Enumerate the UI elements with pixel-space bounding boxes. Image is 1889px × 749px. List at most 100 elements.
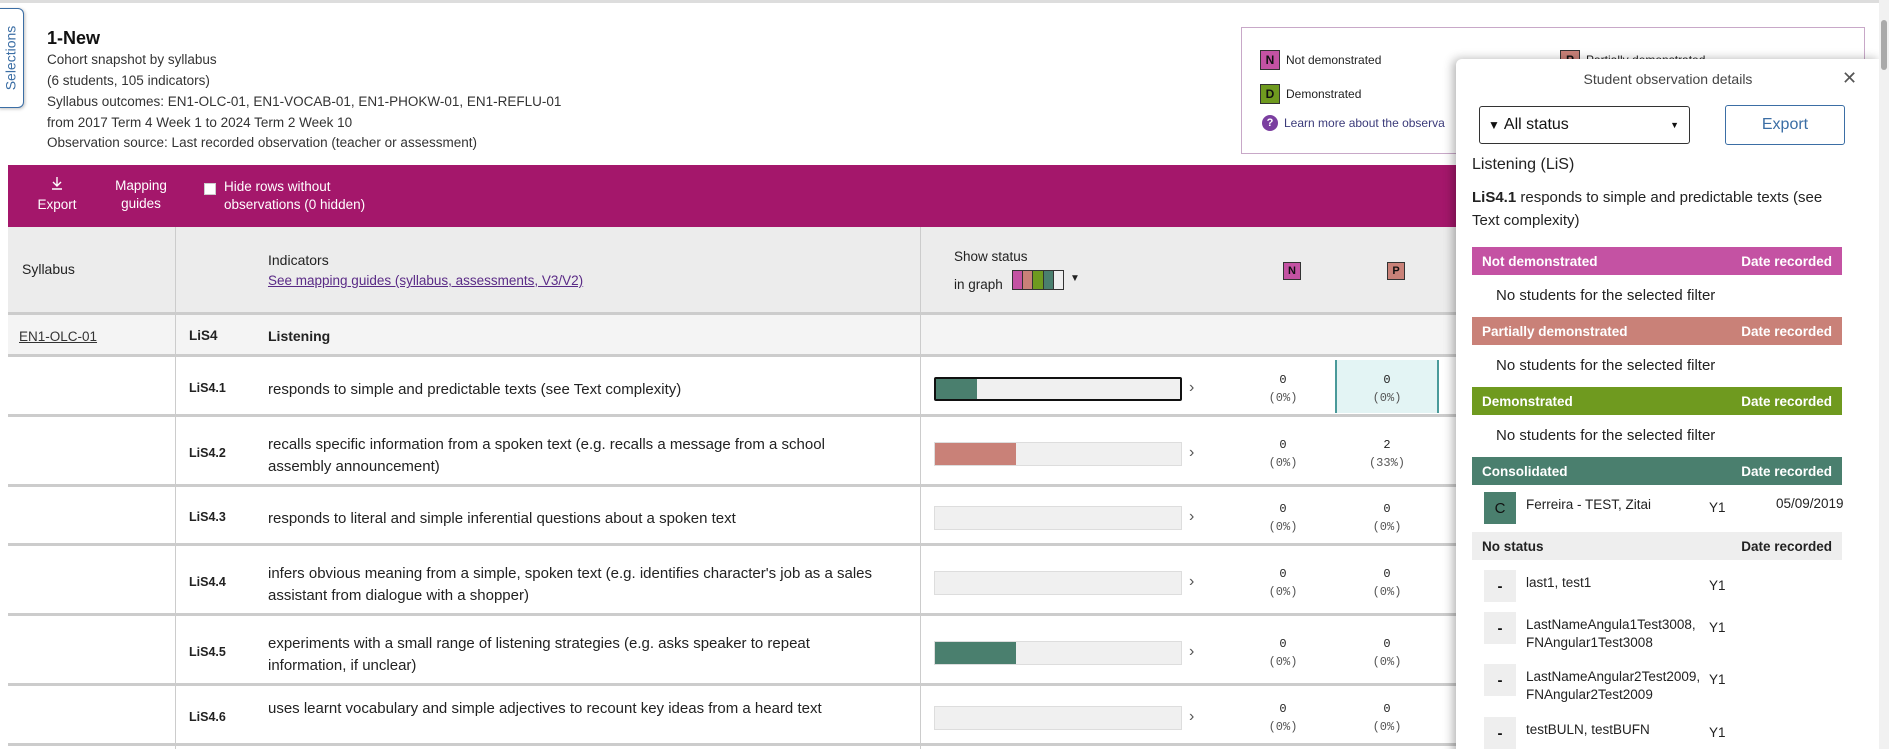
student-row: - LastNameAngula1Test3008, FNAngular1Tes…: [1484, 612, 1854, 652]
indicator-description: LiS4.1 responds to simple and predictabl…: [1472, 186, 1852, 232]
panel-title: Student observation details: [1583, 71, 1753, 87]
selections-tab[interactable]: Selections: [0, 8, 24, 108]
close-icon[interactable]: ✕: [1842, 68, 1858, 88]
indicator-text: experiments with a small range of listen…: [268, 634, 810, 674]
n-count: 0 (0%): [1268, 701, 1298, 734]
status-bar-fill: [936, 378, 978, 399]
chevron-down-icon: ▼: [1670, 120, 1679, 130]
indicator-text: responds to simple and predictable texts…: [1472, 189, 1823, 229]
student-year: Y1: [1709, 672, 1726, 687]
column-divider: [920, 227, 921, 749]
status-bar[interactable]: [934, 705, 1182, 730]
indicator-code: LiS4.2: [189, 445, 226, 460]
n-count: 0 (0%): [1268, 372, 1298, 405]
student-year: Y1: [1709, 500, 1726, 515]
status-bar-fill: [935, 641, 1017, 664]
filter-icon: ▼: [1488, 118, 1500, 132]
status-badge: -: [1484, 664, 1516, 696]
syllabus-outcomes: Syllabus outcomes: EN1-OLC-01, EN1-VOCAB…: [47, 94, 562, 109]
observation-source: Observation source: Last recorded observ…: [47, 135, 477, 150]
table-row[interactable]: LiS4.6 uses learnt vocabulary and simple…: [8, 689, 1468, 746]
legend-not-demonstrated: N Not demonstrated: [1260, 50, 1381, 70]
legend-label: Demonstrated: [1286, 87, 1362, 101]
indicator-text: responds to literal and simple inferenti…: [268, 510, 736, 527]
selections-tab-label: Selections: [2, 25, 19, 91]
table-row[interactable]: LiS4.2 recalls specific information from…: [8, 420, 1468, 487]
status-filter-value: All status: [1503, 116, 1569, 133]
chevron-right-icon[interactable]: ›: [1189, 642, 1195, 660]
table-row[interactable]: LiS4.4 infers obvious meaning from a sim…: [8, 549, 1468, 616]
status-badge: C: [1484, 492, 1516, 524]
status-graph-selector[interactable]: [1012, 270, 1064, 290]
demonstrated-badge: D: [1260, 84, 1280, 104]
student-name: LastNameAngular2Test2009, FNAngular2Test…: [1526, 669, 1701, 702]
student-year: Y1: [1709, 725, 1726, 740]
table-header-row: Syllabus Indicators See mapping guides (…: [8, 227, 1468, 315]
syllabus-link[interactable]: EN1-OLC-01: [19, 329, 98, 344]
chevron-right-icon[interactable]: ›: [1189, 508, 1195, 525]
table-toolbar: Export Mapping guides Hide rows without …: [8, 165, 1468, 227]
page-scrollbar[interactable]: [1879, 0, 1889, 749]
page-title: 1-New: [47, 28, 101, 48]
indicator-table: Syllabus Indicators See mapping guides (…: [8, 227, 1468, 749]
p-count: 0 (0%): [1372, 566, 1402, 599]
p-count: 0 (0%): [1372, 636, 1402, 669]
mapping-guides-button[interactable]: Mapping guides: [106, 177, 176, 213]
col-n-header: N: [1283, 261, 1301, 280]
chevron-right-icon[interactable]: ›: [1189, 378, 1195, 396]
strand-heading: Listening (LiS): [1472, 156, 1575, 173]
learn-more-link[interactable]: ? Learn more about the observa: [1262, 115, 1445, 131]
mapping-guides-link[interactable]: See mapping guides (syllabus, assessment…: [268, 273, 584, 288]
indicator-text: uses learnt vocabulary and simple adject…: [268, 699, 822, 717]
student-row: - testBULN, testBUFN Y1: [1484, 717, 1854, 749]
student-year: Y1: [1709, 578, 1726, 593]
p-count: 0 (0%): [1372, 502, 1402, 534]
indicator-code: LiS4.6: [189, 709, 226, 724]
student-name: last1, test1: [1526, 575, 1592, 590]
in-graph-label: in graph: [954, 277, 1003, 292]
p-count: 0 (0%): [1335, 360, 1439, 413]
legend-label: Not demonstrated: [1286, 53, 1382, 67]
status-badge: -: [1484, 612, 1516, 644]
indicator-code: LiS4.3: [189, 510, 226, 524]
chevron-right-icon[interactable]: ›: [1189, 572, 1195, 590]
status-filter-select[interactable]: ▼ All status ▼: [1479, 106, 1690, 144]
n-count: 0 (0%): [1268, 636, 1298, 669]
student-observation-panel: Student observation details ✕ ▼ All stat…: [1456, 59, 1880, 749]
student-name: Ferreira - TEST, Zitai: [1526, 497, 1652, 512]
hide-rows-label: Hide rows without observations (0 hidden…: [224, 179, 366, 212]
section-partially: Partially demonstrated Date recorded: [1472, 317, 1842, 345]
table-row[interactable]: LiS4.1 responds to simple and predictabl…: [8, 360, 1468, 417]
status-bar[interactable]: [934, 570, 1182, 595]
status-bar[interactable]: [934, 506, 1182, 530]
indicator-text: infers obvious meaning from a simple, sp…: [268, 564, 872, 604]
indicator-code: LiS4.5: [189, 644, 226, 659]
status-bar[interactable]: [934, 640, 1182, 665]
hide-rows-checkbox[interactable]: [204, 183, 216, 195]
status-bar[interactable]: [934, 376, 1182, 401]
indicator-text: responds to simple and predictable texts…: [268, 380, 682, 398]
n-count: 0 (0%): [1268, 566, 1298, 599]
panel-export-button[interactable]: Export: [1725, 105, 1845, 145]
chevron-down-icon[interactable]: ▼: [1070, 273, 1080, 284]
n-count: 0 (0%): [1268, 437, 1298, 470]
legend-demonstrated: D Demonstrated: [1260, 84, 1361, 104]
date-range: from 2017 Term 4 Week 1 to 2024 Term 2 W…: [47, 115, 353, 130]
table-row[interactable]: LiS4.5 experiments with a small range of…: [8, 619, 1468, 686]
export-label: Export: [37, 197, 77, 212]
n-count: 0 (0%): [1268, 502, 1298, 534]
status-bar[interactable]: [934, 441, 1182, 466]
student-name: LastNameAngula1Test3008, FNAngular1Test3…: [1526, 617, 1696, 650]
chevron-right-icon[interactable]: ›: [1189, 443, 1195, 461]
export-button[interactable]: Export: [22, 175, 92, 214]
mapping-guides-label: Mapping guides: [115, 178, 167, 211]
table-row[interactable]: LiS4.3 responds to literal and simple in…: [8, 490, 1468, 546]
indicator-code: LiS4.1: [189, 380, 226, 395]
chevron-right-icon[interactable]: ›: [1189, 707, 1195, 725]
status-badge: -: [1484, 717, 1516, 749]
column-divider: [175, 227, 176, 749]
status-badge: -: [1484, 570, 1516, 602]
learn-more-label: Learn more about the observa: [1284, 116, 1445, 130]
strand-name: Listening: [268, 328, 331, 344]
download-icon: [52, 177, 62, 190]
